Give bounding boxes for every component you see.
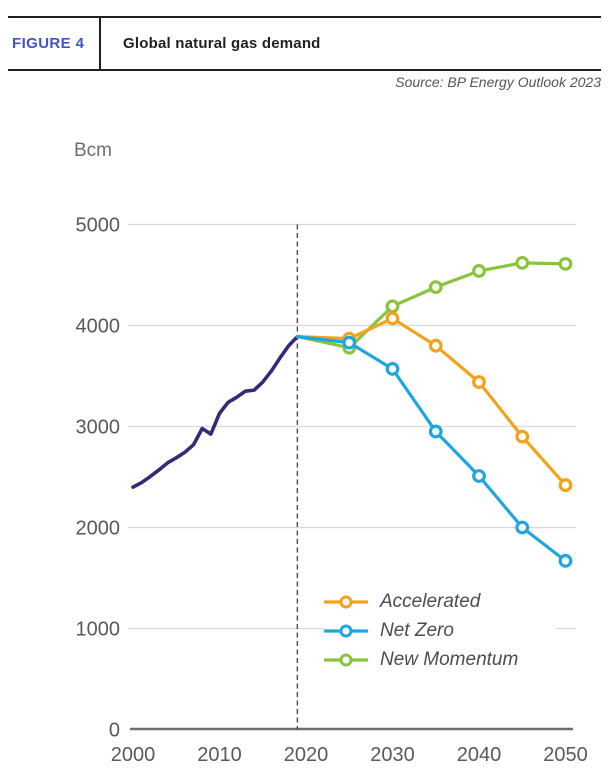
- source-note: Source: BP Energy Outlook 2023: [395, 74, 601, 90]
- x-tick-label: 2010: [197, 744, 242, 766]
- series-net-zero-marker-2040: [472, 469, 486, 483]
- y-tick-label: 3000: [76, 417, 121, 439]
- y-tick-label: 0: [109, 720, 120, 742]
- legend-label: Accelerated: [380, 590, 481, 612]
- legend-swatch-net-zero-icon: [324, 624, 368, 637]
- x-tick-label: 2030: [370, 744, 415, 766]
- y-axis-unit-label: Bcm: [74, 140, 112, 161]
- y-tick-label: 4000: [76, 316, 121, 338]
- figure-label: FIGURE 4: [12, 35, 85, 52]
- y-tick-label: 1000: [76, 619, 121, 641]
- x-tick-label: 2040: [457, 744, 502, 766]
- y-tick-label: 2000: [76, 518, 121, 540]
- header-divider: [99, 16, 101, 71]
- legend-marker-net-zero: [339, 624, 353, 637]
- x-tick-label: 2020: [284, 744, 329, 766]
- series-net-zero-marker-2050: [558, 553, 573, 568]
- legend-item-new-momentum: New Momentum: [324, 645, 556, 674]
- series-new-momentum-marker-2035: [428, 280, 443, 295]
- legend-marker-new-momentum: [339, 653, 353, 666]
- series-new-momentum-marker-2040: [472, 264, 486, 278]
- series-net-zero-marker-2030: [385, 362, 400, 376]
- x-tick-label: 2050: [543, 744, 588, 766]
- series-net-zero-marker-2025: [342, 335, 357, 350]
- series-accelerated-marker-2035: [428, 338, 443, 353]
- series-net-zero-marker-2035: [428, 424, 443, 439]
- series-new-momentum-line: [295, 261, 568, 350]
- legend-marker-accelerated: [339, 595, 353, 608]
- header-bottom-rule: [8, 69, 601, 71]
- legend-item-accelerated: Accelerated: [324, 587, 556, 616]
- y-tick-label: 5000: [76, 215, 121, 237]
- header-top-rule: [8, 16, 601, 18]
- legend-label: Net Zero: [380, 619, 454, 641]
- x-tick-label: 2000: [111, 744, 156, 766]
- series-accelerated-marker-2030: [385, 311, 400, 326]
- series-new-momentum-marker-2030: [385, 299, 400, 314]
- figure-title: Global natural gas demand: [123, 35, 321, 52]
- series-new-momentum-marker-2045: [515, 255, 530, 270]
- chart-legend: Accelerated Net Zero New Momentum: [324, 587, 556, 674]
- legend-label: New Momentum: [380, 648, 519, 670]
- legend-swatch-accelerated-icon: [324, 595, 368, 608]
- legend-item-net-zero: Net Zero: [324, 616, 556, 645]
- series-accelerated-marker-2040: [472, 375, 486, 389]
- series-accelerated-marker-2045: [515, 429, 530, 444]
- history-line: [131, 334, 300, 489]
- series-new-momentum-marker-2050: [558, 256, 573, 271]
- series-accelerated-marker-2050: [558, 478, 573, 492]
- series-net-zero-marker-2045: [515, 520, 530, 535]
- legend-swatch-new-momentum-icon: [324, 653, 368, 666]
